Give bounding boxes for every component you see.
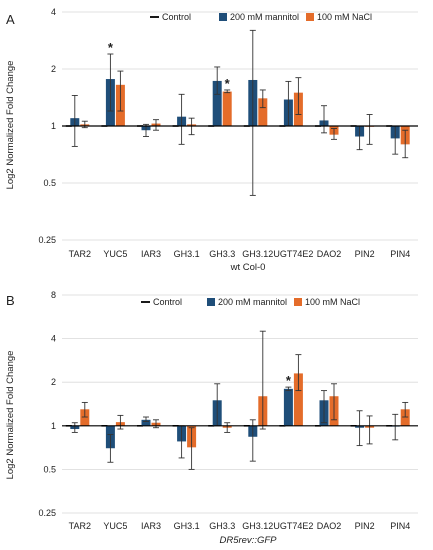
x-tick-label: IAR3: [141, 249, 161, 259]
legend-nacl-label: 100 mM NaCl: [317, 12, 372, 22]
x-tick-label: GH3.3: [209, 249, 235, 259]
nacl-bar: [80, 409, 90, 426]
x-tick-label: GH3.1: [174, 521, 200, 531]
x-tick-label: GH3.3: [209, 521, 235, 531]
nacl-bar: [258, 98, 268, 126]
mannitol-bar: [212, 80, 222, 126]
legend-control-label: Control: [153, 297, 182, 307]
panel-a-chart: A Control 200 mM mannitol 100 mM NaCl 0.…: [5, 7, 418, 273]
legend-mannitol-swatch: [219, 13, 227, 21]
y-tick-label: 0.5: [43, 178, 56, 188]
y-tick-label: 4: [51, 334, 56, 344]
x-tick-label: PIN4: [390, 249, 410, 259]
x-tick-label: PIN2: [355, 249, 375, 259]
x-tick-label: PIN4: [390, 521, 410, 531]
mannitol-bar: [283, 388, 293, 426]
legend-control-label: Control: [162, 12, 191, 22]
y-tick-label: 8: [51, 290, 56, 300]
y-tick-label: 0.5: [43, 464, 56, 474]
x-tick-label: PIN2: [355, 521, 375, 531]
y-tick-label: 2: [51, 64, 56, 74]
significance-star: *: [225, 76, 231, 91]
x-tick-label: UGT74E2: [273, 249, 313, 259]
panel-a-xlabel: wt Col-0: [230, 262, 266, 273]
panel-b-ylabel: Log2 Normalized Fold Change: [5, 351, 16, 480]
nacl-bar: [222, 91, 232, 126]
legend-mannitol-label: 200 mM mannitol: [218, 297, 287, 307]
legend-nacl-label: 100 mM NaCl: [305, 297, 360, 307]
significance-star: *: [286, 373, 292, 388]
x-tick-label: TAR2: [69, 521, 91, 531]
nacl-bar: [293, 373, 303, 426]
y-tick-label: 2: [51, 377, 56, 387]
nacl-bar: [400, 409, 410, 426]
legend-nacl-swatch: [294, 298, 302, 306]
y-tick-label: 0.25: [38, 508, 56, 518]
panel-letter-a: A: [6, 12, 15, 27]
panel-a-ylabel: Log2 Normalized Fold Change: [5, 61, 16, 190]
y-tick-label: 1: [51, 421, 56, 431]
x-tick-label: GH3.1: [174, 249, 200, 259]
significance-star: *: [108, 40, 114, 55]
legend-mannitol-swatch: [207, 298, 215, 306]
x-tick-label: TAR2: [69, 249, 91, 259]
panel-letter-b: B: [6, 293, 15, 308]
mannitol-bar: [141, 419, 151, 426]
x-tick-label: GH3.12: [242, 521, 273, 531]
x-tick-label: DAO2: [317, 521, 342, 531]
y-tick-label: 1: [51, 121, 56, 131]
x-tick-label: GH3.12: [242, 249, 273, 259]
panel-b-legend: Control 200 mM mannitol 100 mM NaCl: [141, 297, 360, 307]
panel-a-legend: Control 200 mM mannitol 100 mM NaCl: [150, 12, 372, 22]
x-tick-label: UGT74E2: [273, 521, 313, 531]
x-tick-label: YUC5: [103, 521, 127, 531]
x-tick-label: DAO2: [317, 249, 342, 259]
legend-mannitol-label: 200 mM mannitol: [230, 12, 299, 22]
panel-b-xlabel: DR5rev::GFP: [219, 535, 277, 546]
x-tick-label: IAR3: [141, 521, 161, 531]
x-tick-label: YUC5: [103, 249, 127, 259]
y-tick-label: 4: [51, 7, 56, 17]
y-tick-label: 0.25: [38, 235, 56, 245]
panel-b-chart: B Control 200 mM mannitol 100 mM NaCl 0.…: [5, 290, 418, 546]
legend-nacl-swatch: [306, 13, 314, 21]
